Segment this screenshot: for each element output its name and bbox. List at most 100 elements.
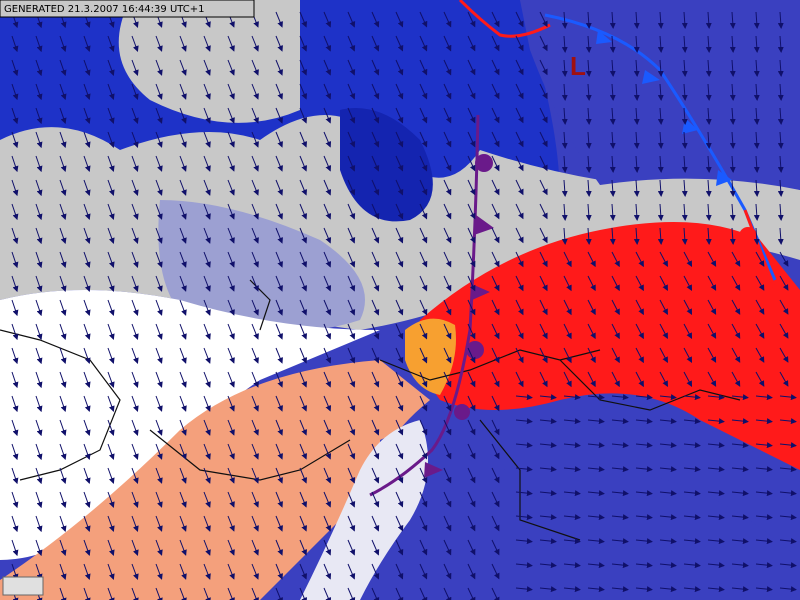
wind-arrow — [659, 251, 668, 268]
wind-arrow — [419, 419, 428, 436]
wind-arrow — [539, 466, 557, 473]
wind-arrow — [705, 227, 712, 245]
wind-arrow — [491, 515, 500, 532]
wind-arrow — [299, 35, 308, 52]
wind-arrow — [657, 107, 664, 125]
wind-arrow — [683, 323, 693, 339]
wind-arrow — [59, 179, 67, 197]
wind-arrow — [155, 371, 163, 388]
wind-arrow — [251, 587, 259, 600]
wind-arrow — [251, 419, 259, 436]
wind-arrow — [657, 203, 664, 221]
wind-arrow — [155, 491, 163, 508]
wind-arrow — [371, 539, 380, 556]
wind-arrow — [179, 299, 187, 316]
wind-arrow — [491, 563, 500, 580]
wind-arrow — [107, 275, 115, 292]
wind-arrow — [83, 371, 91, 389]
wind-arrow — [635, 251, 644, 268]
wind-arrow — [587, 418, 605, 425]
wind-arrow — [635, 347, 644, 364]
wind-arrow — [11, 539, 19, 557]
wind-arrow — [467, 587, 476, 600]
wind-arrow — [539, 586, 557, 593]
wind-arrow — [59, 563, 67, 581]
wind-arrow — [563, 490, 581, 497]
wind-arrow — [467, 491, 476, 508]
wind-arrow — [467, 563, 476, 580]
wind-arrow — [419, 443, 428, 460]
wind-arrow — [11, 515, 19, 533]
wind-arrow — [633, 59, 640, 77]
wind-arrow — [707, 514, 725, 521]
wind-arrow — [419, 227, 428, 244]
wind-arrow — [585, 35, 592, 53]
wind-arrow — [467, 35, 476, 52]
wind-arrow — [753, 131, 760, 149]
wind-arrow — [539, 275, 548, 292]
wind-arrow — [275, 323, 283, 340]
wind-arrow — [609, 83, 616, 101]
wind-arrow — [179, 251, 187, 268]
wind-arrow — [683, 514, 701, 521]
wind-arrow — [395, 179, 404, 196]
wind-arrow — [779, 538, 797, 545]
wind-arrow — [731, 466, 749, 473]
wind-arrow — [587, 251, 596, 268]
wind-arrow — [395, 395, 404, 412]
wind-arrow — [635, 275, 644, 292]
wind-arrow — [705, 131, 712, 149]
wind-arrow — [563, 394, 581, 401]
wind-arrow — [323, 467, 332, 484]
wind-arrow — [251, 275, 259, 292]
wind-arrow — [203, 563, 211, 580]
wind-arrow — [609, 107, 616, 125]
wind-arrow — [203, 107, 211, 124]
wind-arrow — [515, 227, 524, 244]
wind-arrow — [299, 515, 308, 532]
wind-arrow — [203, 587, 211, 600]
wind-arrow — [395, 587, 404, 600]
wind-arrow — [731, 538, 749, 545]
wind-arrow — [275, 371, 283, 388]
wind-arrow — [179, 563, 187, 580]
wind-arrow — [155, 131, 163, 148]
wind-arrow — [83, 419, 91, 437]
wind-arrow — [179, 515, 187, 532]
wind-arrow — [755, 490, 773, 497]
wind-arrow — [299, 563, 308, 580]
wind-arrow — [371, 275, 380, 292]
wind-arrow — [419, 515, 428, 532]
wind-arrow — [755, 347, 765, 363]
wind-arrow — [491, 11, 500, 28]
warm-front-symbol — [739, 227, 757, 245]
wind-arrow — [107, 179, 115, 196]
wind-arrow — [35, 83, 43, 101]
wind-arrow — [707, 418, 725, 425]
wind-arrow — [299, 419, 308, 436]
wind-arrow — [11, 59, 19, 77]
wind-arrow — [705, 155, 712, 173]
wind-arrow — [633, 179, 640, 197]
wind-arrow — [683, 418, 701, 425]
wind-arrow — [539, 251, 548, 268]
wind-arrow — [779, 562, 797, 569]
wind-arrow — [731, 371, 741, 387]
wind-arrow — [515, 490, 533, 497]
wind-arrow — [155, 59, 163, 76]
wind-arrow — [371, 323, 380, 340]
wind-arrow — [753, 155, 760, 173]
wind-arrow — [107, 203, 115, 220]
wind-arrow — [395, 59, 404, 76]
wind-arrow — [707, 275, 717, 291]
wind-arrow — [705, 107, 712, 125]
wind-arrow — [419, 59, 428, 76]
wind-arrow — [539, 107, 548, 124]
wind-arrow — [11, 467, 19, 485]
wind-arrow — [779, 442, 797, 449]
wind-arrow — [659, 514, 677, 521]
wind-arrow — [11, 491, 19, 509]
wind-arrow — [275, 539, 283, 556]
wind-arrow — [587, 490, 605, 497]
wind-arrow — [585, 83, 592, 101]
